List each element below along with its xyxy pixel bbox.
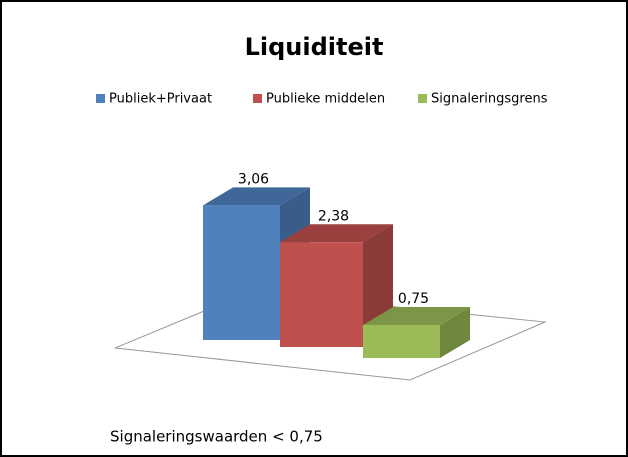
legend-label: Signaleringsgrens xyxy=(431,92,548,107)
data-label: 2,38 xyxy=(318,208,349,224)
footnote: Signaleringswaarden < 0,75 xyxy=(110,428,323,446)
legend-swatch xyxy=(418,94,427,103)
chart-title: Liquiditeit xyxy=(245,33,384,61)
legend-label: Publiek+Privaat xyxy=(109,92,212,107)
bar-top xyxy=(363,307,470,325)
bar xyxy=(280,242,363,347)
bar-top xyxy=(203,187,310,206)
bar xyxy=(363,325,440,358)
data-label: 3,06 xyxy=(238,171,269,187)
bar-side xyxy=(440,307,470,358)
legend-label: Publieke middelen xyxy=(266,92,385,107)
legend-swatch xyxy=(96,94,105,103)
bar xyxy=(203,205,280,340)
legend-swatch xyxy=(253,94,262,103)
bar-top xyxy=(280,224,393,243)
data-label: 0,75 xyxy=(398,291,429,307)
